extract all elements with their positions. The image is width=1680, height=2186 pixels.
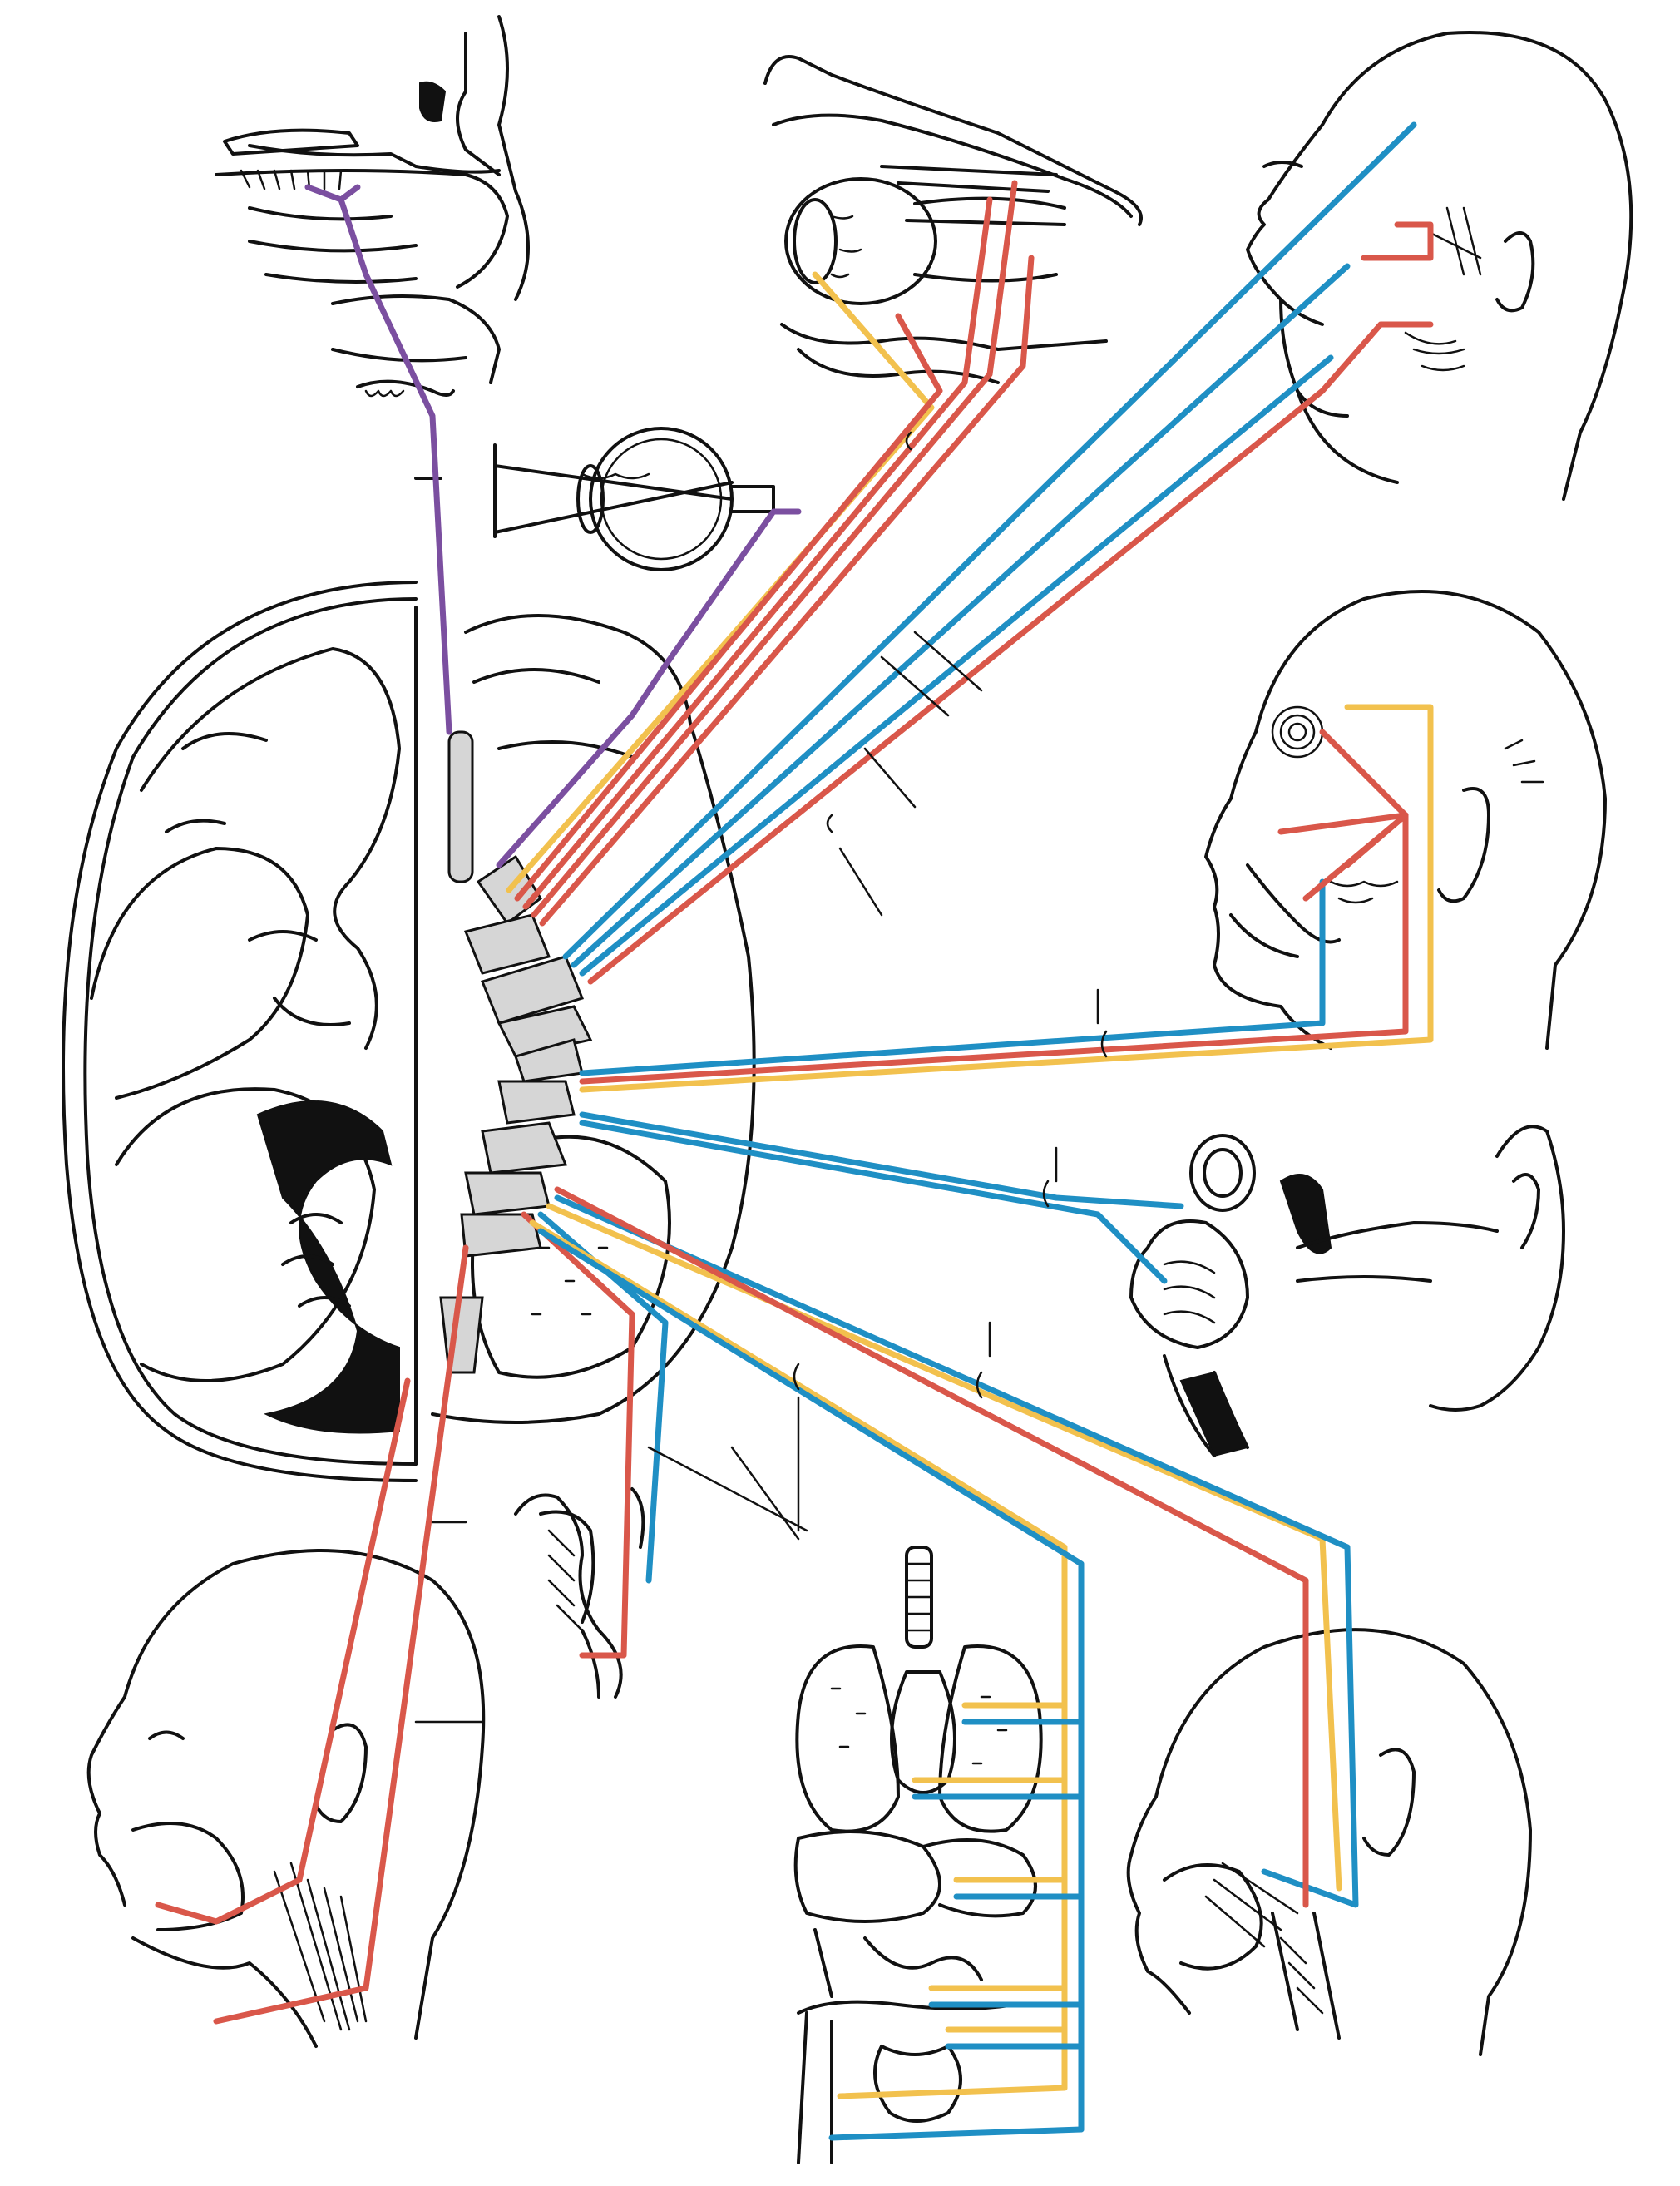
nerve-tick-marks: [414, 431, 1108, 1724]
optic-nerve: [496, 508, 802, 868]
face-facial-nerve-illustration: [1204, 590, 1607, 1050]
vagus-visceral-branches: [828, 1702, 1085, 2141]
face-tongue-illustration: [1126, 1628, 1532, 2056]
accessory-hypoglossal-nerves: [155, 1186, 1359, 2025]
trigeminal-nerves: [562, 121, 1434, 985]
oculomotor-nerves: [506, 180, 1035, 927]
nasal-cavity-illustration: [215, 15, 530, 398]
vestibulocochlear-nerve: [579, 1111, 1184, 1284]
viscera-illustration: [793, 1546, 1043, 2164]
orbit-illustration: [763, 55, 1143, 384]
olfactory-nerve: [304, 184, 452, 735]
glossopharyngeal-vagus-nerves: [521, 1211, 1085, 2133]
face-neck-muscles-illustration: [86, 1549, 486, 2048]
inner-ear-illustration: [1129, 1125, 1565, 1457]
nerve-roots: [460, 854, 593, 1258]
eyeball-illustration: [414, 427, 775, 571]
facial-nerve: [579, 704, 1434, 1093]
brain-section: [62, 581, 756, 1482]
face-trigeminal-illustration: [1246, 31, 1633, 501]
